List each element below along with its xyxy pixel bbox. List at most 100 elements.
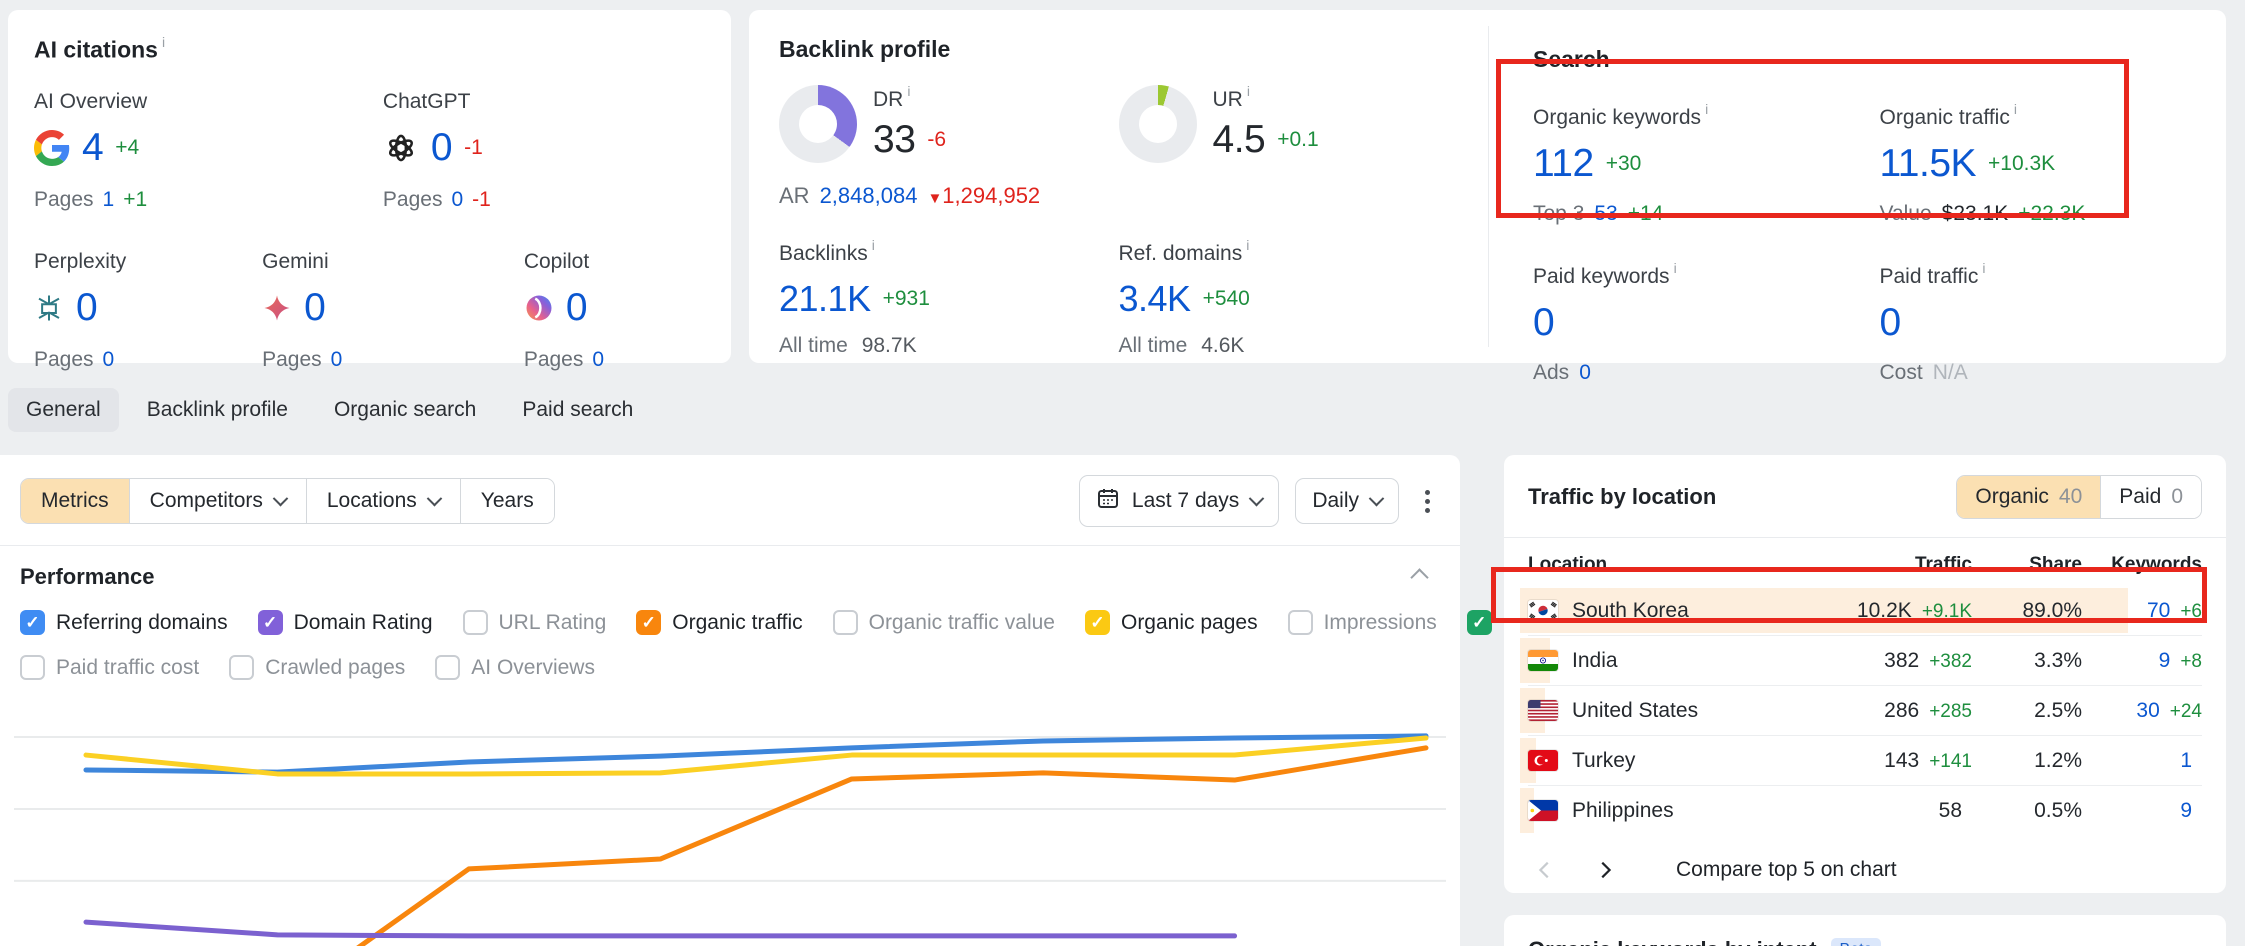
gemini-value[interactable]: 0 bbox=[304, 286, 325, 330]
ads-row: Ads 0 bbox=[1533, 361, 1880, 385]
next-page-button chevron-right-icon[interactable] bbox=[1588, 853, 1622, 887]
toggle-paid[interactable]: Paid0 bbox=[2100, 476, 2201, 518]
tab-paid-search[interactable]: Paid search bbox=[504, 388, 651, 432]
info-icon[interactable]: i bbox=[1705, 101, 1708, 117]
pages-value[interactable]: 0 bbox=[331, 348, 343, 372]
organic-keywords-by-intent-card: Organic keywords by intent Beta bbox=[1504, 915, 2226, 946]
checkbox-icon bbox=[833, 610, 858, 635]
tab-general[interactable]: General bbox=[8, 388, 119, 432]
paid-traffic-value[interactable]: 0 bbox=[1880, 301, 1901, 345]
checkbox-organic-traffic-value[interactable]: Organic traffic value bbox=[833, 610, 1055, 635]
dr-donut-chart bbox=[779, 85, 857, 163]
location-name[interactable]: India bbox=[1572, 649, 1618, 673]
checkbox-ai-overviews[interactable]: AI Overviews bbox=[435, 655, 595, 680]
ref-domains-value[interactable]: 3.4K bbox=[1119, 278, 1191, 320]
table-row-south-korea[interactable]: South Korea 10.2K+9.1K 89.0% 70+6 bbox=[1528, 586, 2202, 636]
table-row-philippines[interactable]: Philippines 58 0.5% 9 bbox=[1528, 786, 2202, 836]
organic-keywords-value[interactable]: 112 bbox=[1533, 142, 1594, 186]
copilot-value[interactable]: 0 bbox=[566, 286, 587, 330]
flag-turkey-icon bbox=[1528, 750, 1558, 771]
checkbox-organic-traffic[interactable]: Organic traffic bbox=[636, 610, 802, 635]
info-icon[interactable]: i bbox=[1982, 260, 1985, 276]
info-icon[interactable]: i bbox=[1247, 83, 1250, 99]
tab-backlink-profile[interactable]: Backlink profile bbox=[129, 388, 306, 432]
perplexity-value[interactable]: 0 bbox=[76, 286, 97, 330]
checkbox-crawled-pages[interactable]: Crawled pages bbox=[229, 655, 405, 680]
pages-value[interactable]: 0 bbox=[451, 188, 463, 212]
organic-traffic-value[interactable]: 11.5K bbox=[1880, 142, 1977, 186]
info-icon[interactable]: i bbox=[1246, 237, 1249, 253]
cost-row: Cost N/A bbox=[1880, 361, 2227, 385]
paid-keywords-value[interactable]: 0 bbox=[1533, 301, 1554, 345]
location-pager: Compare top 5 on chart bbox=[1528, 853, 2202, 887]
pages-label: Pages bbox=[262, 348, 322, 372]
table-row-united-states[interactable]: United States 286+285 2.5% 30+24 bbox=[1528, 686, 2202, 736]
ref-domains-tile: Ref. domainsi 3.4K +540 All time 4.6K bbox=[1119, 239, 1459, 358]
location-name[interactable]: Turkey bbox=[1572, 749, 1635, 773]
checkbox-organic-pages[interactable]: Organic pages bbox=[1085, 610, 1258, 635]
previous-page-button chevron-left-icon[interactable] bbox=[1528, 853, 1562, 887]
compare-top5-button[interactable]: Compare top 5 on chart bbox=[1676, 858, 1897, 882]
more-options-button[interactable] bbox=[1415, 482, 1440, 521]
ar-delta: ▼1,294,952 bbox=[927, 183, 1040, 209]
ur-label: URi bbox=[1213, 85, 1319, 112]
chevron-down-icon bbox=[1369, 490, 1385, 506]
ai-overview-value[interactable]: 4 bbox=[82, 126, 103, 170]
info-icon[interactable]: i bbox=[907, 83, 910, 99]
ur-delta: +0.1 bbox=[1277, 128, 1318, 152]
chatgpt-value[interactable]: 0 bbox=[431, 126, 452, 170]
tab-organic-search[interactable]: Organic search bbox=[316, 388, 494, 432]
pages-value[interactable]: 0 bbox=[592, 348, 604, 372]
checkbox-referring-domains[interactable]: Referring domains bbox=[20, 610, 228, 635]
locations-button[interactable]: Locations bbox=[306, 479, 460, 523]
ref-domains-delta: +540 bbox=[1203, 287, 1250, 311]
location-name[interactable]: South Korea bbox=[1572, 599, 1689, 623]
table-header-row: Location Traffic Share Keywords bbox=[1528, 542, 2202, 586]
checkbox-paid-traffic-cost[interactable]: Paid traffic cost bbox=[20, 655, 199, 680]
paid-keywords-label: Paid keywordsi bbox=[1533, 262, 1880, 289]
location-name[interactable]: Philippines bbox=[1572, 799, 1674, 823]
flag-india-icon bbox=[1528, 650, 1558, 671]
pages-delta: +1 bbox=[123, 188, 147, 212]
backlinks-tile: Backlinksi 21.1K +931 All time 98.7K bbox=[779, 239, 1119, 358]
pages-label: Pages bbox=[383, 188, 443, 212]
checkbox-icon bbox=[258, 610, 283, 635]
calendar-icon bbox=[1096, 486, 1120, 516]
dr-delta: -6 bbox=[927, 128, 946, 152]
ar-value[interactable]: 2,848,084 bbox=[820, 183, 918, 209]
openai-logo-icon bbox=[383, 130, 419, 166]
table-row-india[interactable]: India 382+382 3.3% 9+8 bbox=[1528, 636, 2202, 686]
toggle-organic[interactable]: Organic40 bbox=[1957, 476, 2100, 518]
checkbox-impressions[interactable]: Impressions bbox=[1288, 610, 1437, 635]
info-icon[interactable]: i bbox=[162, 34, 165, 50]
dr-value: 33 bbox=[873, 118, 915, 162]
pages-label: Pages bbox=[524, 348, 584, 372]
backlinks-value[interactable]: 21.1K bbox=[779, 278, 871, 320]
location-name[interactable]: United States bbox=[1572, 699, 1698, 723]
pages-value[interactable]: 1 bbox=[103, 188, 115, 212]
granularity-button[interactable]: Daily bbox=[1295, 478, 1399, 524]
competitors-button[interactable]: Competitors bbox=[129, 479, 306, 523]
column-keywords[interactable]: Keywords bbox=[2082, 542, 2202, 586]
info-icon[interactable]: i bbox=[2014, 101, 2017, 117]
years-button[interactable]: Years bbox=[460, 479, 554, 523]
checkbox-domain-rating[interactable]: Domain Rating bbox=[258, 610, 433, 635]
column-traffic[interactable]: Traffic bbox=[1802, 542, 1972, 586]
column-share[interactable]: Share bbox=[1972, 542, 2082, 586]
performance-line-chart[interactable] bbox=[0, 696, 1460, 946]
date-range-button[interactable]: Last 7 days bbox=[1079, 475, 1279, 527]
info-icon[interactable]: i bbox=[1674, 260, 1677, 276]
ur-value: 4.5 bbox=[1213, 118, 1266, 162]
metrics-button[interactable]: Metrics bbox=[21, 479, 129, 523]
info-icon[interactable]: i bbox=[872, 237, 875, 253]
table-row-turkey[interactable]: Turkey 143+141 1.2% 1 bbox=[1528, 736, 2202, 786]
pages-value[interactable]: 0 bbox=[103, 348, 115, 372]
view-segmented-control: Metrics Competitors Locations Years bbox=[20, 478, 555, 524]
checkbox-icon bbox=[1467, 610, 1492, 635]
checkbox-url-rating[interactable]: URL Rating bbox=[463, 610, 607, 635]
checkbox-icon bbox=[20, 610, 45, 635]
collapse-section-button chevron-up-icon[interactable] bbox=[1410, 568, 1428, 586]
chevron-down-icon bbox=[1249, 490, 1265, 506]
backlink-profile-title: Backlink profile bbox=[779, 36, 1458, 63]
column-location[interactable]: Location bbox=[1528, 542, 1802, 586]
